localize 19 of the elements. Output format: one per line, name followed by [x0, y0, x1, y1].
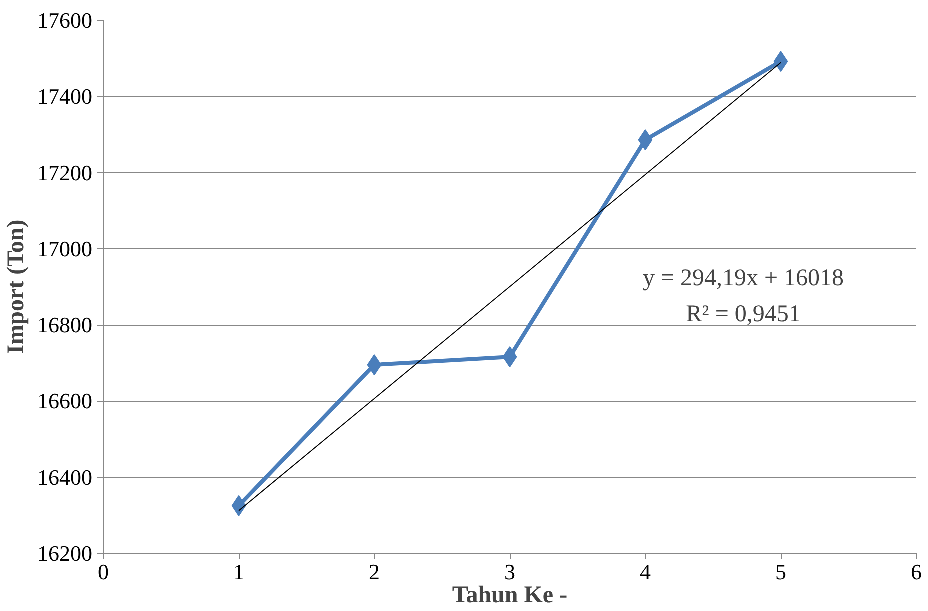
x-tick-label: 5 — [776, 560, 786, 584]
y-tick-label: 17200 — [38, 160, 92, 186]
y-tick-label: 16200 — [38, 541, 92, 566]
y-tick-label: 16600 — [38, 388, 92, 414]
y-tick-label: 17000 — [38, 236, 92, 262]
y-tick-label: 17600 — [38, 8, 92, 33]
annotation: y = 294,19x + 16018 — [642, 266, 844, 292]
y-tick-label: 16400 — [38, 464, 92, 490]
x-tick-label: 2 — [369, 560, 380, 584]
y-tick-label: 16800 — [38, 312, 92, 338]
annotation: R² = 0,9451 — [686, 302, 801, 328]
y-tick-label: 17400 — [38, 84, 92, 110]
x-tick-label: 3 — [504, 560, 516, 584]
x-tick-label: 0 — [98, 560, 109, 584]
y-axis-title: Import (Ton) — [4, 220, 30, 354]
x-tick-label: 1 — [234, 560, 244, 584]
x-axis-title: Tahun Ke - — [452, 582, 568, 608]
x-tick-label: 6 — [911, 560, 922, 584]
x-tick-label: 4 — [640, 560, 651, 584]
